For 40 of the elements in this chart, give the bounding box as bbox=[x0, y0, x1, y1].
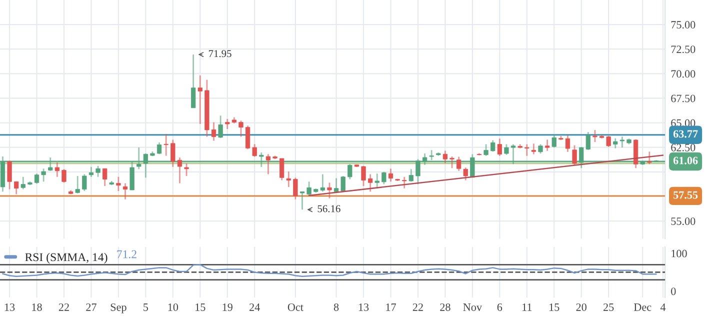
x-tick-label: 13 bbox=[4, 303, 15, 311]
x-tick-label: 19 bbox=[222, 303, 232, 311]
ref-line-label: 63.77 bbox=[673, 130, 698, 138]
x-tick-label: 18 bbox=[32, 303, 42, 311]
y-tick-label: 0 bbox=[671, 288, 676, 296]
x-tick-label: Sep bbox=[110, 303, 126, 314]
x-tick-label: 13 bbox=[358, 303, 369, 311]
x-tick-label: 28 bbox=[440, 303, 450, 311]
legend-label: RSI (SMMA, 14) bbox=[25, 252, 108, 264]
line-series bbox=[2, 264, 657, 278]
x-tick-label: 5 bbox=[144, 304, 148, 311]
annotation: 71.2 bbox=[117, 250, 136, 258]
y-tick-label: 72.50 bbox=[671, 46, 696, 54]
annotation: 56.16 bbox=[318, 205, 340, 212]
x-tick-label: 6 bbox=[497, 303, 502, 311]
y-tick-label: 55.00 bbox=[671, 217, 696, 226]
y-tick-label: 75.00 bbox=[671, 21, 696, 29]
x-tick-label: 10 bbox=[168, 303, 178, 311]
y-tick-label: 62.50 bbox=[671, 144, 696, 152]
x-tick-label: Oct bbox=[288, 303, 304, 311]
ref-line-label: 57.55 bbox=[674, 191, 698, 199]
x-tick-label: Dec bbox=[634, 304, 652, 311]
y-tick-label: 100 bbox=[672, 250, 687, 258]
x-tick-label: 25 bbox=[604, 303, 614, 311]
x-tick-label: 20 bbox=[576, 303, 586, 311]
x-tick-label: 8 bbox=[334, 303, 339, 311]
ref-line-label: 61.06 bbox=[673, 156, 698, 164]
x-tick-label: 22 bbox=[58, 303, 69, 311]
x-tick-label: 4 bbox=[660, 304, 666, 311]
y-tick-label: 70.00 bbox=[671, 70, 696, 78]
x-tick-label: 22 bbox=[412, 303, 423, 311]
x-tick-label: 27 bbox=[86, 303, 96, 311]
x-tick-label: 11 bbox=[522, 304, 532, 311]
x-tick-label: 15 bbox=[550, 304, 560, 311]
x-tick-label: 15 bbox=[196, 304, 206, 311]
y-tick-label: 67.50 bbox=[671, 94, 696, 102]
x-tick-label: 24 bbox=[250, 303, 260, 311]
x-tick-label: 17 bbox=[386, 304, 396, 311]
annotation: 71.95 bbox=[208, 50, 232, 58]
x-tick-label: Nov bbox=[463, 304, 482, 311]
